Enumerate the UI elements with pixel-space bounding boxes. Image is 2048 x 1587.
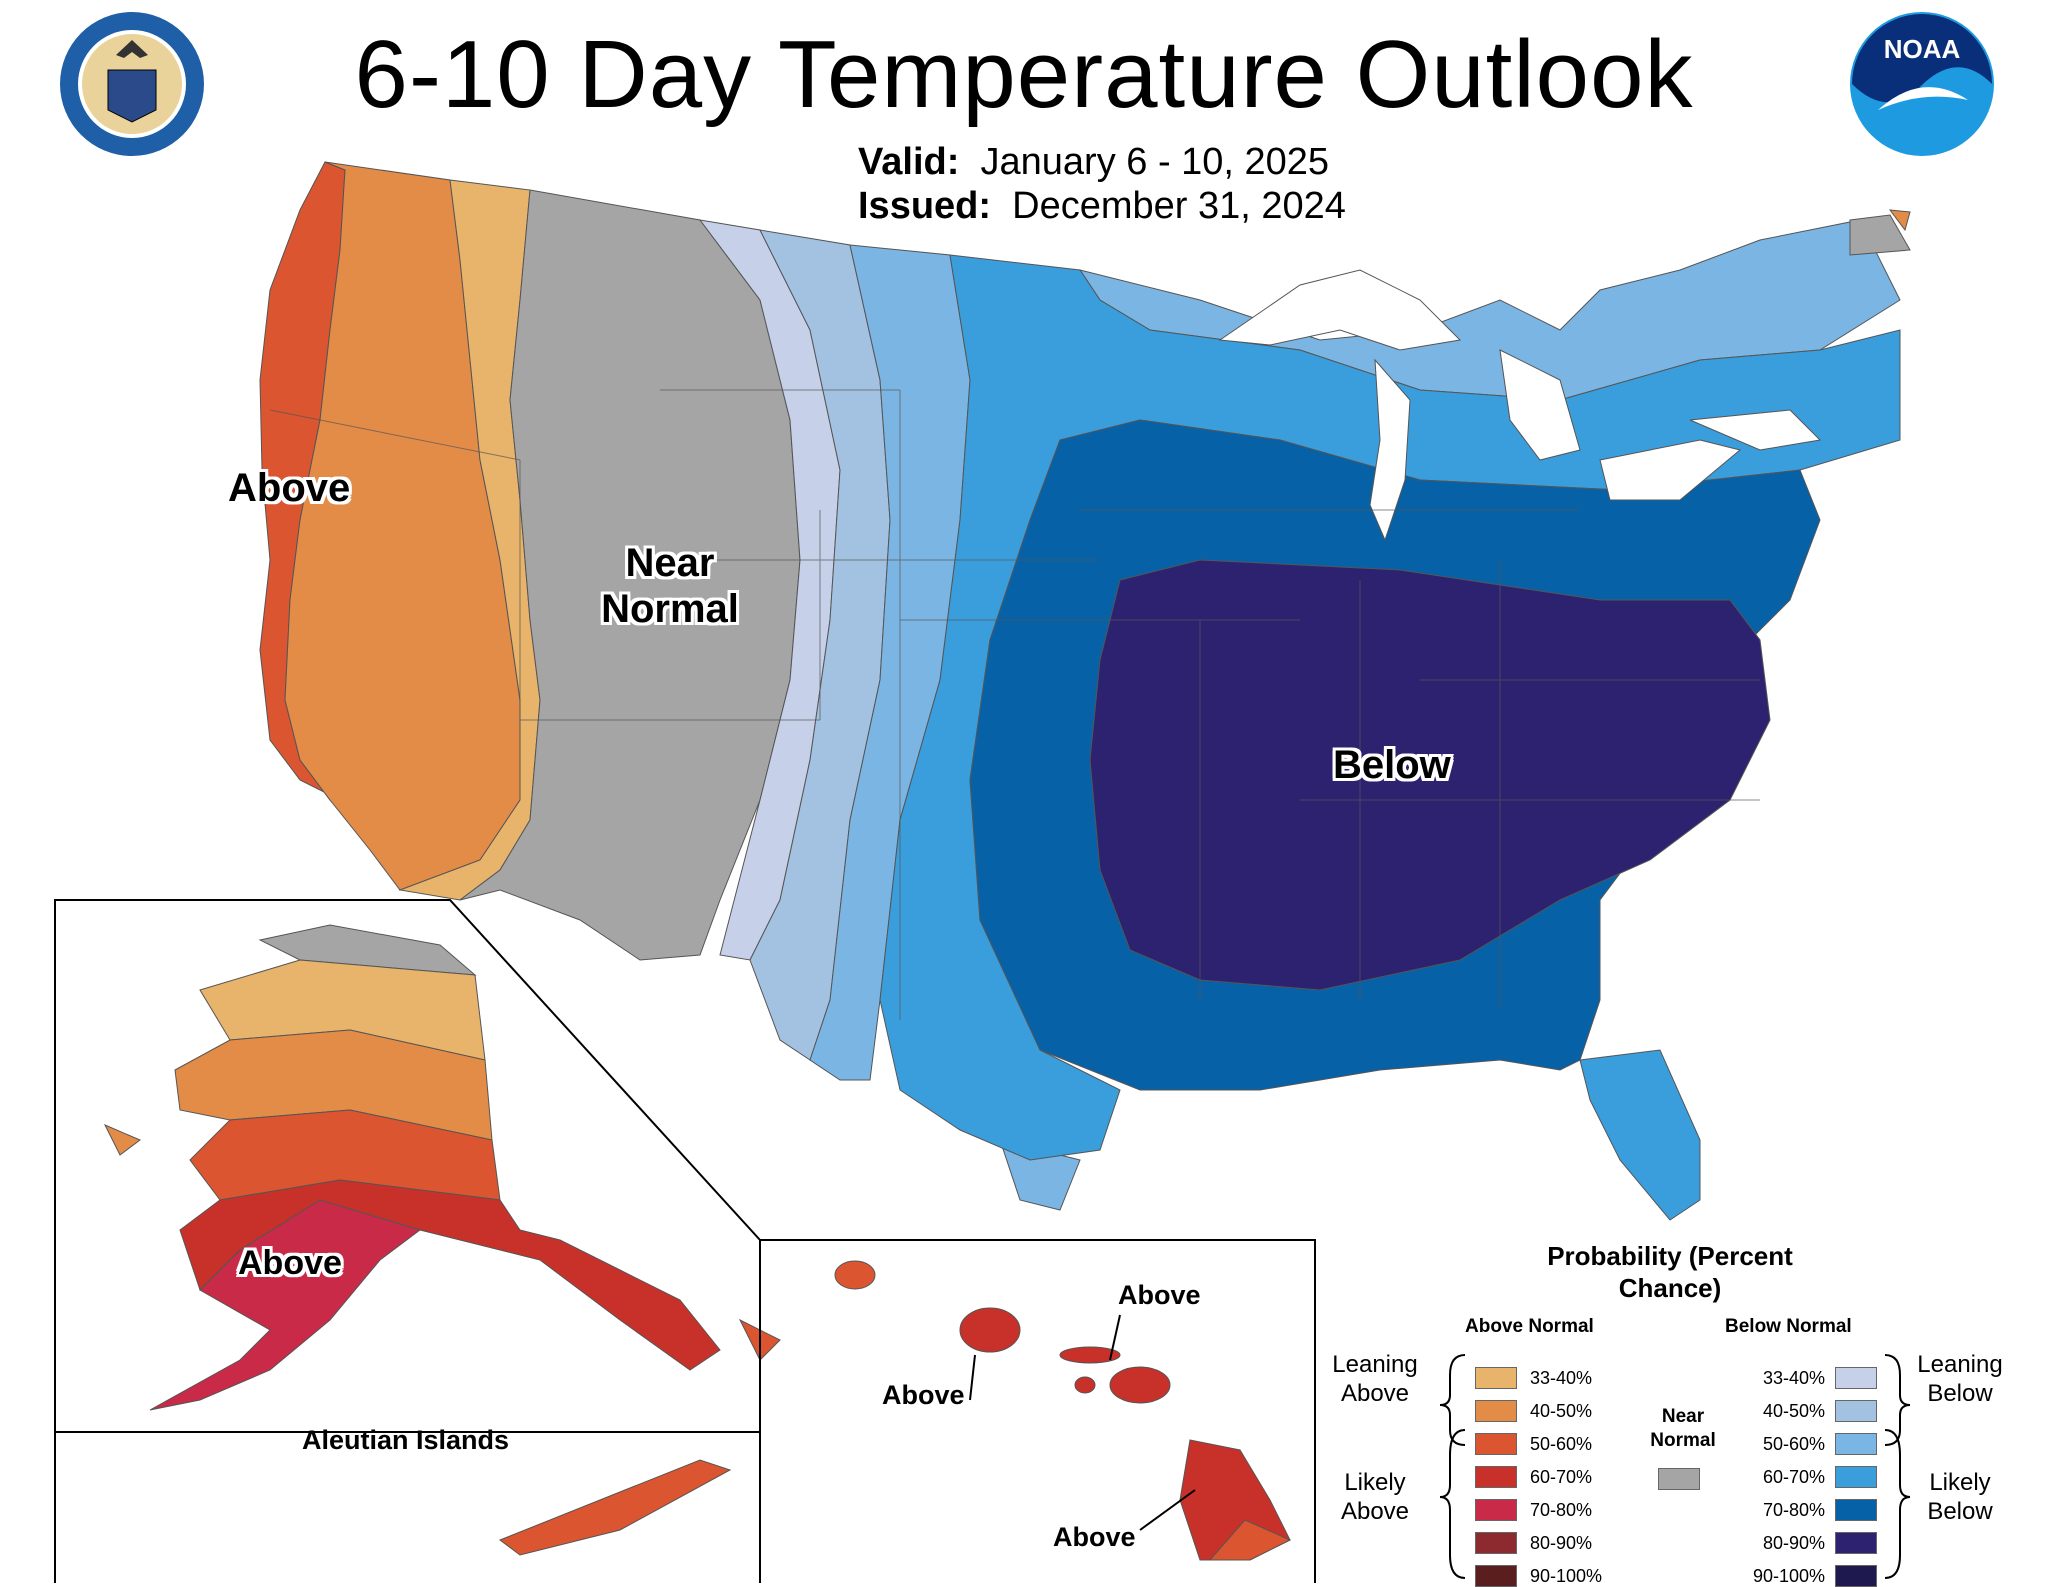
issued-value: December 31, 2024 bbox=[1012, 185, 1346, 227]
legend-below-range-label: 40-50% bbox=[1762, 1401, 1825, 1421]
legend-likely-below: Likely Below bbox=[1927, 1469, 1993, 1525]
legend-likely-above: Likely Above bbox=[1340, 1469, 1410, 1525]
legend-above-swatch bbox=[1475, 1400, 1517, 1422]
issued-label: Issued: bbox=[858, 185, 992, 227]
legend-above-range-label: 33-40% bbox=[1530, 1368, 1593, 1388]
legend-above-head: Above Normal bbox=[1465, 1316, 1594, 1337]
legend-below-head: Below Normal bbox=[1725, 1316, 1852, 1337]
legend-above-swatch bbox=[1475, 1433, 1517, 1455]
great-lakes bbox=[1218, 269, 1822, 542]
region-below-80-90 bbox=[1089, 559, 1771, 991]
legend-below-swatch bbox=[1835, 1499, 1877, 1521]
label-alaska-above: Above bbox=[238, 1244, 342, 1282]
legend-above-swatch bbox=[1475, 1565, 1517, 1587]
aleutian-islands-title: Aleutian Islands bbox=[302, 1425, 510, 1455]
label-near-normal: Near Normal bbox=[601, 541, 739, 631]
legend-below-swatch bbox=[1835, 1367, 1877, 1389]
alaska-near-normal bbox=[258, 924, 477, 976]
legend-above-swatch bbox=[1475, 1532, 1517, 1554]
legend-below-swatch bbox=[1835, 1400, 1877, 1422]
date-block: Valid: January 6 - 10, 2025 Issued: Dece… bbox=[858, 140, 1346, 228]
label-conus-above: Above bbox=[228, 466, 351, 510]
legend-near-normal-label: Near Normal bbox=[1650, 1406, 1716, 1451]
commerce-seal-logo bbox=[60, 12, 204, 156]
legend-leaning-above: Leaning Above bbox=[1332, 1351, 1418, 1407]
legend-above-range-label: 40-50% bbox=[1530, 1401, 1593, 1421]
label-conus-below: Below bbox=[1333, 743, 1451, 787]
valid-label: Valid: bbox=[858, 141, 960, 183]
legend-title: Probability (Percent Chance) bbox=[1547, 1241, 1793, 1303]
legend-near-normal-swatch bbox=[1658, 1468, 1700, 1490]
legend-above-range-label: 60-70% bbox=[1530, 1467, 1593, 1487]
legend-below-swatch bbox=[1835, 1466, 1877, 1488]
conus-map bbox=[259, 161, 1911, 1221]
legend-braces bbox=[1439, 1354, 1911, 1579]
legend-below-range-label: 90-100% bbox=[1752, 1566, 1825, 1586]
legend-above-range-label: 50-60% bbox=[1530, 1434, 1593, 1454]
noaa-logo-text: NOAA bbox=[1884, 34, 1961, 64]
legend-above-range-label: 80-90% bbox=[1530, 1533, 1593, 1553]
legend-below-range-label: 70-80% bbox=[1762, 1500, 1825, 1520]
legend-leaning-below: Leaning Below bbox=[1917, 1351, 2003, 1407]
label-hawaii-above-1: Above bbox=[1118, 1280, 1201, 1310]
legend-above-swatch bbox=[1475, 1466, 1517, 1488]
legend-above-range-label: 90-100% bbox=[1530, 1566, 1603, 1586]
state-borders bbox=[269, 389, 1760, 1020]
noaa-logo: NOAA bbox=[1850, 12, 1994, 156]
legend-below-swatch bbox=[1835, 1433, 1877, 1455]
legend-above-swatch bbox=[1475, 1499, 1517, 1521]
legend-below-swatch bbox=[1835, 1532, 1877, 1554]
label-hawaii-above-3: Above bbox=[1053, 1522, 1136, 1552]
hawaii-inset bbox=[759, 1239, 1316, 1583]
page-title: 6-10 Day Temperature Outlook bbox=[354, 21, 1694, 128]
valid-value: January 6 - 10, 2025 bbox=[980, 141, 1330, 183]
legend-below-range-label: 80-90% bbox=[1762, 1533, 1825, 1553]
maine-above-tip bbox=[1888, 209, 1911, 232]
legend-below-range-label: 33-40% bbox=[1762, 1368, 1825, 1388]
maine-near-normal bbox=[1849, 214, 1911, 256]
aleutian-islands-shape bbox=[498, 1459, 732, 1556]
legend-below-range-label: 60-70% bbox=[1762, 1467, 1825, 1487]
alaska-above-70-80 bbox=[149, 1199, 422, 1411]
legend-above-swatch bbox=[1475, 1367, 1517, 1389]
legend-below-swatch bbox=[1835, 1565, 1877, 1587]
alaska-inset bbox=[54, 899, 781, 1583]
label-hawaii-above-2: Above bbox=[882, 1380, 965, 1410]
legend-below-range-label: 50-60% bbox=[1762, 1434, 1825, 1454]
legend-above-range-label: 70-80% bbox=[1530, 1500, 1593, 1520]
